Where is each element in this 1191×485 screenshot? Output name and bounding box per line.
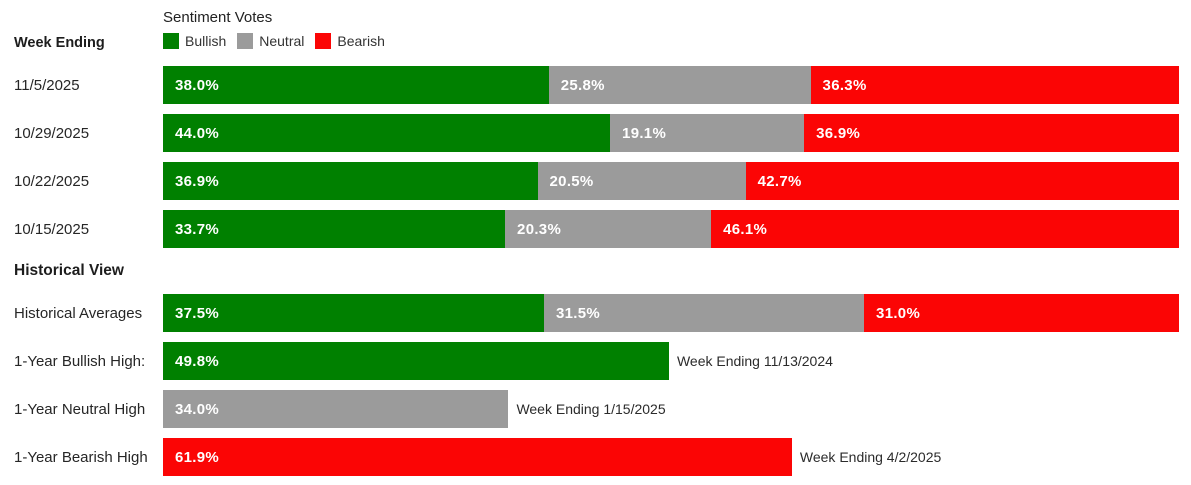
chart-title: Sentiment Votes bbox=[163, 9, 273, 26]
bearish-swatch-icon bbox=[315, 33, 332, 49]
neutral-percent-label: 20.3% bbox=[517, 220, 562, 238]
bullish-segment: 37.5% bbox=[163, 294, 544, 332]
bullish-high-row: 1-Year Bullish High: 49.8% Week Ending 11… bbox=[0, 337, 1191, 385]
bearish-high-row: 1-Year Bearish High 61.9% Week Ending 4/2… bbox=[0, 433, 1191, 481]
bearish-segment: 61.9% bbox=[163, 438, 792, 476]
historical-view-heading: Historical View bbox=[14, 262, 124, 279]
bullish-percent-label: 36.9% bbox=[175, 172, 220, 190]
week-ending-column-header: Week Ending bbox=[14, 35, 105, 51]
bullish-segment: 36.9% bbox=[163, 162, 538, 200]
legend-label-bearish: Bearish bbox=[337, 33, 385, 49]
neutral-segment: 31.5% bbox=[544, 294, 865, 332]
bearish-high-label: 1-Year Bearish High bbox=[14, 448, 148, 466]
week-ending-annotation: Week Ending 11/13/2024 bbox=[676, 353, 833, 369]
bullish-percent-label: 33.7% bbox=[175, 220, 220, 238]
bullish-segment: 44.0% bbox=[163, 114, 611, 152]
single-sentiment-bar: 61.9% Week Ending 4/2/2025 bbox=[163, 438, 1179, 476]
historical-averages-label: Historical Averages bbox=[14, 304, 143, 322]
stacked-sentiment-bar: 44.0% 19.1% 36.9% bbox=[163, 114, 1180, 152]
legend-label-bullish: Bullish bbox=[185, 33, 227, 49]
neutral-segment: 20.5% bbox=[537, 162, 746, 200]
neutral-percent-label: 25.8% bbox=[560, 76, 605, 94]
week-ending-label: 10/15/2025 bbox=[14, 220, 90, 238]
bullish-segment: 38.0% bbox=[163, 66, 549, 104]
bullish-percent-label: 37.5% bbox=[175, 304, 220, 322]
legend-item-neutral: Neutral bbox=[237, 33, 304, 49]
legend-item-bearish: Bearish bbox=[315, 33, 385, 49]
weekly-sentiment-row: 10/22/2025 36.9% 20.5% 42.7% bbox=[0, 157, 1191, 205]
bearish-percent-label: 36.9% bbox=[816, 124, 861, 142]
bullish-segment: 49.8% bbox=[163, 342, 669, 380]
bullish-swatch-icon bbox=[163, 33, 179, 49]
legend-item-bullish: Bullish bbox=[163, 33, 226, 49]
stacked-sentiment-bar: 38.0% 25.8% 36.3% bbox=[163, 66, 1179, 104]
bullish-high-label: 1-Year Bullish High: bbox=[14, 352, 146, 370]
neutral-percent-label: 20.5% bbox=[549, 172, 594, 190]
single-sentiment-bar: 34.0% Week Ending 1/15/2025 bbox=[163, 390, 1179, 428]
single-sentiment-bar: 49.8% Week Ending 11/13/2024 bbox=[163, 342, 1179, 380]
week-ending-label: 10/22/2025 bbox=[14, 172, 90, 190]
week-ending-annotation: Week Ending 4/2/2025 bbox=[799, 449, 942, 465]
neutral-segment: 19.1% bbox=[610, 114, 805, 152]
neutral-high-row: 1-Year Neutral High 34.0% Week Ending 1/1… bbox=[0, 385, 1191, 433]
bearish-segment: 36.3% bbox=[810, 66, 1179, 104]
chart-header-right: Sentiment Votes Bullish Neutral Bearish bbox=[163, 0, 1191, 61]
bullish-percent-label: 44.0% bbox=[175, 124, 220, 142]
legend: Bullish Neutral Bearish bbox=[163, 33, 1191, 49]
week-ending-label: 11/5/2025 bbox=[14, 76, 80, 94]
bullish-percent-label: 49.8% bbox=[175, 352, 220, 370]
bearish-percent-label: 42.7% bbox=[757, 172, 802, 190]
bearish-percent-label: 61.9% bbox=[175, 448, 220, 466]
week-ending-label: 10/29/2025 bbox=[14, 124, 90, 142]
neutral-percent-label: 34.0% bbox=[175, 400, 220, 418]
weekly-sentiment-row: 10/15/2025 33.7% 20.3% 46.1% bbox=[0, 205, 1191, 253]
bearish-percent-label: 36.3% bbox=[822, 76, 867, 94]
bearish-segment: 46.1% bbox=[711, 210, 1179, 248]
stacked-sentiment-bar: 33.7% 20.3% 46.1% bbox=[163, 210, 1179, 248]
bearish-percent-label: 31.0% bbox=[876, 304, 921, 322]
bearish-segment: 31.0% bbox=[864, 294, 1179, 332]
stacked-sentiment-bar: 37.5% 31.5% 31.0% bbox=[163, 294, 1179, 332]
bearish-segment: 36.9% bbox=[804, 114, 1180, 152]
legend-label-neutral: Neutral bbox=[259, 33, 305, 49]
bullish-percent-label: 38.0% bbox=[175, 76, 220, 94]
neutral-segment: 25.8% bbox=[548, 66, 811, 104]
neutral-high-label: 1-Year Neutral High bbox=[14, 400, 146, 418]
neutral-segment: 20.3% bbox=[505, 210, 712, 248]
neutral-swatch-icon bbox=[237, 33, 254, 49]
weekly-sentiment-row: 10/29/2025 44.0% 19.1% 36.9% bbox=[0, 109, 1191, 157]
neutral-percent-label: 31.5% bbox=[556, 304, 601, 322]
chart-header: Week Ending Sentiment Votes Bullish Neut… bbox=[0, 0, 1191, 61]
stacked-sentiment-bar: 36.9% 20.5% 42.7% bbox=[163, 162, 1180, 200]
neutral-segment: 34.0% bbox=[163, 390, 509, 428]
neutral-percent-label: 19.1% bbox=[622, 124, 667, 142]
bullish-segment: 33.7% bbox=[163, 210, 506, 248]
weekly-sentiment-row: 11/5/2025 38.0% 25.8% 36.3% bbox=[0, 61, 1191, 109]
bearish-segment: 42.7% bbox=[745, 162, 1180, 200]
week-ending-annotation: Week Ending 1/15/2025 bbox=[516, 401, 666, 417]
historical-averages-row: Historical Averages 37.5% 31.5% 31.0% bbox=[0, 289, 1191, 337]
bearish-percent-label: 46.1% bbox=[723, 220, 768, 238]
